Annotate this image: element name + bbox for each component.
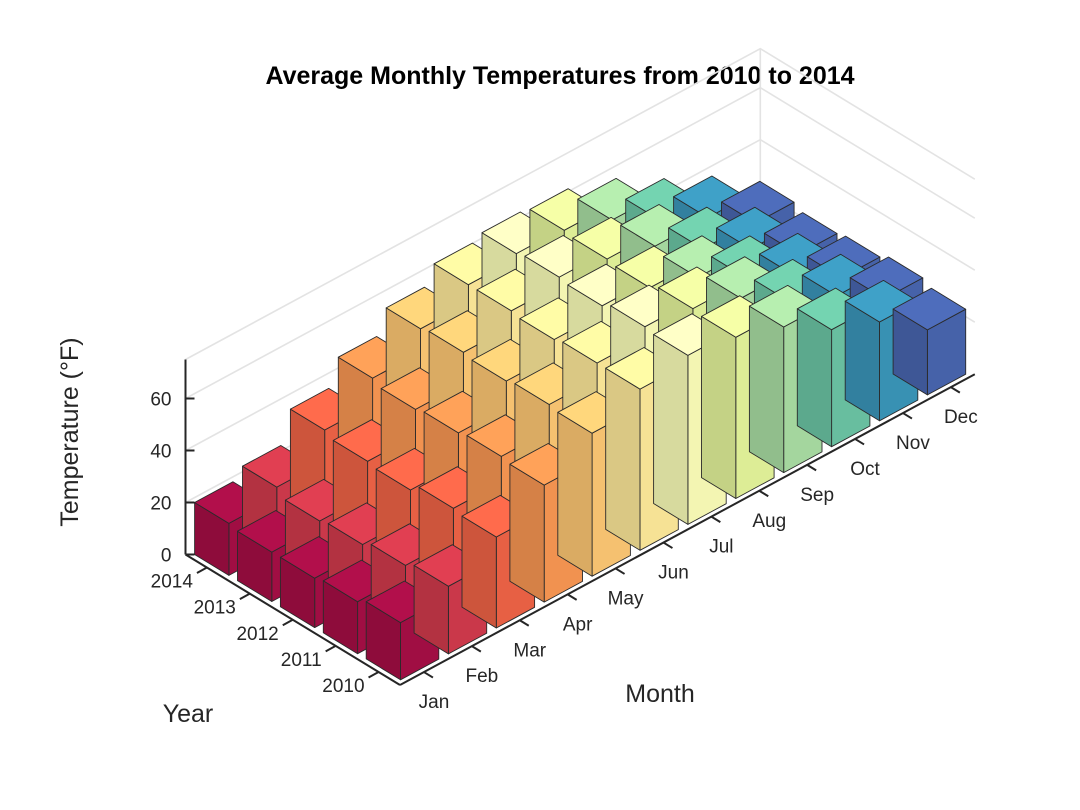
x-tick-label: Oct [850, 459, 880, 480]
z-tick-label: 0 [161, 546, 172, 567]
z-tick-label: 20 [150, 494, 171, 515]
x-tick-label: Apr [563, 614, 593, 635]
bar-side-face [653, 334, 689, 525]
x-axis-label: Month [625, 680, 694, 708]
y-tick-label: 2010 [322, 676, 364, 697]
z-tick-label: 60 [150, 390, 171, 411]
bar-top-face [892, 287, 967, 331]
bar-side-face [748, 305, 785, 474]
x-tick-label: May [608, 588, 644, 609]
chart-title: Average Monthly Temperatures from 2010 t… [265, 62, 854, 90]
bar-side-face [701, 315, 737, 499]
bar-side-face [605, 367, 641, 551]
x-tick [567, 593, 578, 601]
bar-dec-2010 [892, 287, 967, 396]
y-tick [196, 566, 208, 574]
x-tick-label: Sep [800, 485, 834, 506]
x-tick [662, 541, 673, 549]
x-tick-label: Jul [709, 537, 733, 558]
x-tick [710, 515, 721, 524]
z-axis-label: Temperature (°F) [56, 337, 84, 526]
y-tick-label: 2013 [194, 598, 236, 619]
x-tick [806, 463, 817, 472]
y-tick-label: 2012 [236, 624, 278, 645]
axes: Jan Feb Mar Apr May Jun Jul Aug Sep Oct Nov Dec 2010… [150, 359, 978, 713]
x-tick [519, 619, 530, 627]
y-tick [325, 644, 337, 653]
y-tick-label: 2014 [151, 572, 194, 593]
x-tick [423, 671, 434, 679]
bar-side-face [796, 308, 833, 448]
y-tick-label: 2011 [281, 650, 322, 671]
bar-top-face [721, 180, 795, 224]
y-tick [282, 618, 294, 627]
x-tick [758, 489, 769, 498]
bars [194, 175, 967, 681]
y-tick [239, 592, 251, 601]
x-tick-label: Jan [419, 692, 450, 713]
x-tick [615, 567, 626, 575]
x-tick [950, 386, 961, 394]
x-tick [902, 412, 913, 420]
x-tick-label: Jun [658, 563, 689, 584]
x-tick-label: Aug [752, 511, 786, 532]
x-axis-line [399, 373, 976, 686]
x-tick-label: Nov [896, 433, 930, 454]
y-tick [368, 671, 380, 679]
z-tick-label: 40 [150, 442, 171, 463]
x-tick-label: Mar [513, 640, 546, 661]
x-tick [854, 438, 865, 446]
y-axis-label: Year [163, 700, 214, 728]
bar-side-face [557, 411, 593, 577]
x-tick [471, 645, 482, 653]
x-tick-label: Dec [944, 407, 978, 428]
bar-side-face [509, 463, 545, 603]
x-tick-label: Feb [465, 666, 498, 687]
